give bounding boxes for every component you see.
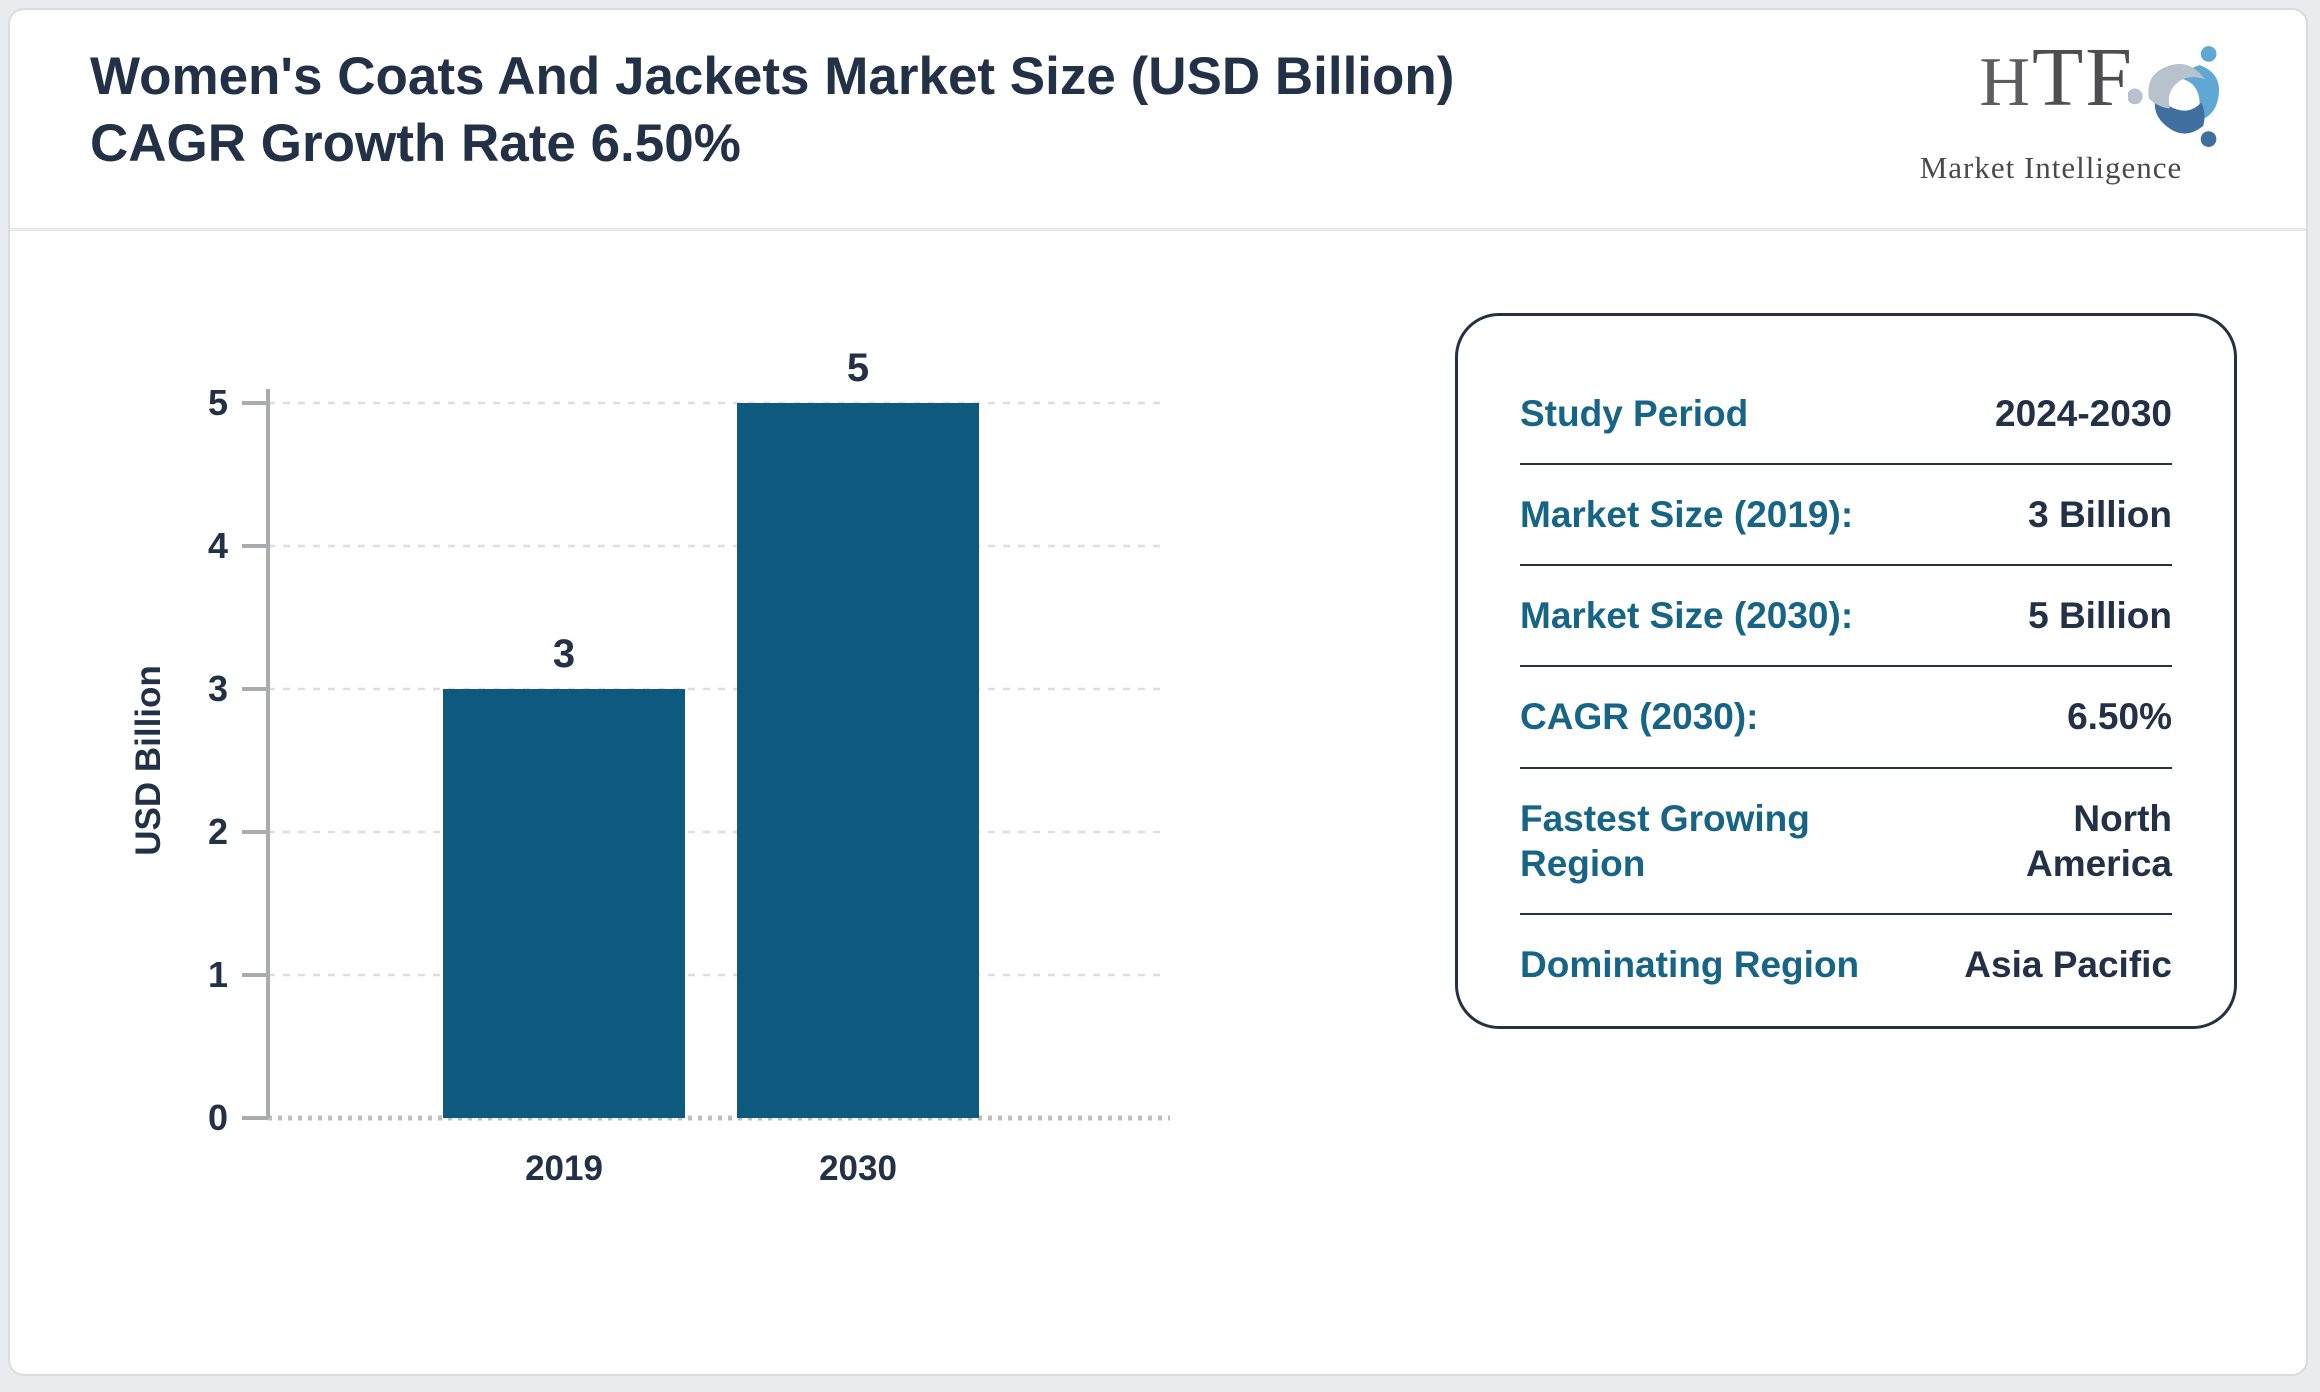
bar-value-label-2030: 5 [847,346,869,390]
y-tick-label: 4 [208,525,228,566]
row-value: 6.50% [2067,696,2172,738]
row-value: 3 Billion [2028,494,2172,536]
x-category-label-2030: 2030 [819,1149,897,1188]
y-tick-label: 2 [208,811,228,852]
bar-value-label-2019: 3 [553,632,575,676]
summary-row-dominating-region: Dominating Region Asia Pacific [1520,915,2172,1014]
row-value: 5 Billion [2028,595,2172,637]
logo-wordmark: HTF [1979,31,2134,124]
summary-row-market-size-2019: Market Size (2019): 3 Billion [1520,465,2172,567]
page-title: Women's Coats And Jackets Market Size (U… [90,47,1455,173]
logo-tf: TF [2031,31,2134,124]
row-label: Market Size (2019): [1520,494,1854,536]
summary-row-study-period: Study Period 2024-2030 [1520,364,2172,466]
y-tick-label: 3 [208,668,228,709]
summary-row-fastest-growing-region: Fastest Growing Region North America [1520,769,2172,915]
logo-subtext: Market Intelligence [1919,150,2183,185]
htf-logo: HTF Market Inte [1910,36,2240,186]
row-value: North America [2025,797,2172,884]
y-tick-label: 0 [208,1097,228,1138]
row-label: Fastest Growing Region [1520,797,1810,884]
market-size-bar-chart: 0 1 2 3 4 5 3 2019 5 2030 USD Billion [129,330,1200,1210]
summary-row-market-size-2030: Market Size (2030): 5 Billion [1520,566,2172,668]
y-tick-label: 1 [208,954,228,995]
row-label: Study Period [1520,393,1749,434]
y-tick-label: 5 [208,382,228,423]
logo-swirl-icon [2128,46,2220,147]
y-axis-title: USD Billion [130,665,168,856]
bar-2030 [737,403,979,1118]
bar-2019 [443,689,685,1118]
header-divider [10,228,2306,231]
row-value: Asia Pacific [1964,943,2172,985]
infographic-card: Women's Coats And Jackets Market Size (U… [8,8,2308,1376]
row-label: Market Size (2030): [1520,595,1854,637]
row-label: Dominating Region [1520,943,1860,985]
row-label: CAGR (2030): [1520,696,1759,738]
row-value: 2024-2030 [1995,393,2172,434]
market-summary-panel: Study Period 2024-2030 Market Size (2019… [1455,313,2237,1029]
bar-chart-svg: 0 1 2 3 4 5 3 2019 5 2030 USD Billion [129,346,1170,1188]
summary-row-cagr: CAGR (2030): 6.50% [1520,667,2172,769]
x-category-label-2019: 2019 [525,1149,603,1188]
